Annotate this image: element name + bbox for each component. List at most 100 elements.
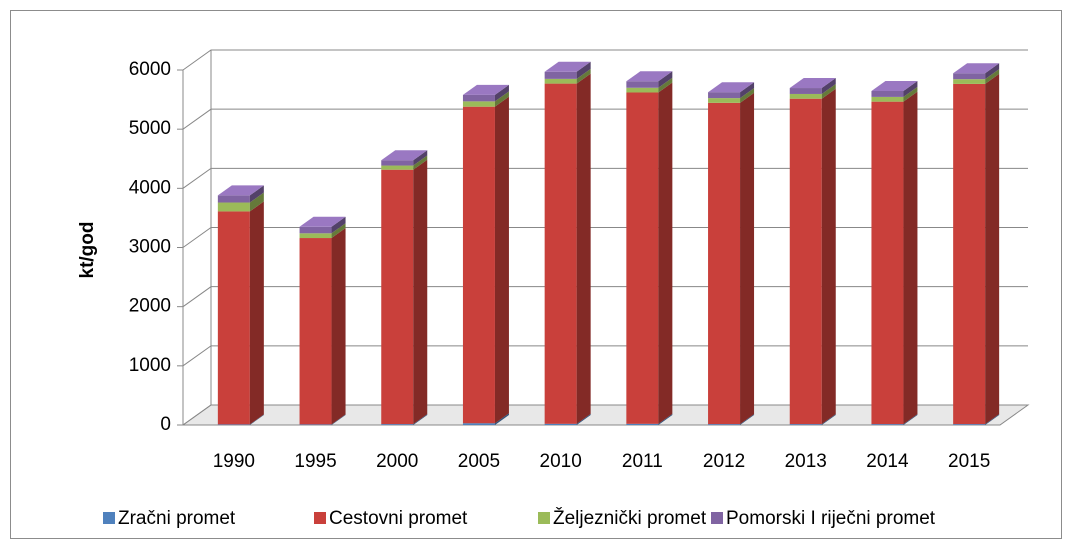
- bar-segment: [789, 98, 822, 425]
- bar-segment: [217, 195, 250, 203]
- x-tick-label: 2014: [866, 451, 909, 472]
- bar-top: [871, 81, 918, 92]
- bar-top: [953, 63, 1000, 74]
- bar-segment: [462, 423, 495, 425]
- bar-segment: [381, 165, 414, 170]
- y-tick-label: 4000: [129, 177, 171, 198]
- bar-segment: [217, 424, 250, 425]
- x-tick-label: 2015: [948, 451, 990, 472]
- legend-label: Pomorski I riječni promet: [726, 508, 936, 529]
- bar-segment: [626, 423, 659, 425]
- bar-segment: [544, 71, 577, 79]
- bar-segment: [299, 424, 332, 425]
- bar-side: [740, 88, 755, 103]
- bar-segment: [381, 160, 414, 166]
- bar-segment: [953, 73, 986, 80]
- x-tick-label: 1995: [294, 451, 336, 472]
- bar-segment: [953, 83, 986, 425]
- bar-side: [494, 91, 509, 107]
- legend-swatch: [538, 512, 550, 524]
- y-tick-label: 0: [160, 414, 171, 435]
- bar-side: [413, 155, 428, 170]
- bar-segment: [299, 238, 332, 425]
- bar-side: [249, 201, 264, 425]
- bar-side: [576, 68, 591, 84]
- bar-side: [740, 82, 755, 99]
- bar-top: [626, 71, 673, 82]
- bar-side: [903, 81, 918, 97]
- bar-top: [462, 84, 509, 95]
- bar-side: [903, 86, 918, 102]
- bar-side: [740, 414, 755, 425]
- bar-side: [494, 84, 509, 102]
- bar-top: [217, 185, 264, 196]
- bar-side: [740, 92, 755, 425]
- grid-line: [182, 286, 1028, 308]
- y-tick-label: 1000: [129, 355, 171, 376]
- bar-segment: [544, 423, 577, 425]
- bar-side: [821, 83, 836, 99]
- bar-side: [821, 78, 836, 94]
- x-tick-label: 2011: [622, 451, 663, 472]
- bar-side: [658, 77, 673, 93]
- bar-side: [576, 73, 591, 424]
- bar-segment: [462, 106, 495, 424]
- bar-segment: [381, 424, 414, 425]
- bar-segment: [217, 211, 250, 425]
- y-tick-label: 6000: [129, 59, 171, 80]
- grid-line: [182, 167, 1028, 189]
- bar-side: [658, 82, 673, 424]
- legend-swatch: [314, 512, 326, 524]
- bar-segment: [626, 92, 659, 424]
- bar-segment: [789, 88, 822, 94]
- bar-side: [249, 192, 264, 212]
- bar-side: [903, 91, 918, 425]
- bar-segment: [871, 101, 904, 425]
- bar-segment: [953, 79, 986, 84]
- bar-segment: [217, 202, 250, 212]
- grid-line: [182, 404, 1028, 426]
- x-tick-label: 2012: [703, 451, 745, 472]
- bar-side: [413, 150, 428, 166]
- bar-side: [985, 414, 1000, 425]
- grid-line: [182, 49, 1028, 71]
- bar-side: [658, 71, 673, 88]
- grid-line: [182, 108, 1028, 130]
- bar-segment: [789, 93, 822, 99]
- y-tick-label: 5000: [129, 118, 171, 139]
- x-tick-label: 2005: [458, 451, 500, 472]
- bar-side: [985, 73, 1000, 425]
- legend-label: Zračni promet: [118, 508, 236, 529]
- bar-segment: [708, 424, 741, 425]
- bar-segment: [871, 424, 904, 425]
- bar-side: [821, 414, 836, 425]
- bar-top: [708, 82, 755, 93]
- bar-side: [821, 88, 836, 425]
- x-tick-label: 2013: [785, 451, 827, 472]
- bar-segment: [708, 98, 741, 103]
- bar-segment: [708, 102, 741, 425]
- bar-side: [331, 216, 346, 234]
- bar-segment: [871, 91, 904, 97]
- legend-swatch: [103, 512, 115, 524]
- bar-side: [576, 61, 591, 79]
- bar-segment: [544, 78, 577, 84]
- x-tick-label: 2010: [540, 451, 582, 472]
- bar-segment: [462, 94, 495, 102]
- bar-segment: [462, 101, 495, 107]
- bar-side: [331, 228, 346, 425]
- bar-segment: [626, 81, 659, 88]
- bar-segment: [299, 233, 332, 239]
- grid-line: [182, 345, 1028, 367]
- legend-swatch: [711, 512, 723, 524]
- bar-top: [299, 216, 346, 227]
- bar-side: [903, 414, 918, 425]
- bar-side: [413, 414, 428, 425]
- bar-side: [985, 69, 1000, 84]
- x-tick-label: 2000: [376, 451, 418, 472]
- bar-side: [249, 414, 264, 425]
- bar-segment: [626, 87, 659, 93]
- y-axis-label: kt/god: [77, 222, 98, 279]
- legend-label: Cestovni promet: [329, 508, 468, 529]
- bar-side: [494, 96, 509, 424]
